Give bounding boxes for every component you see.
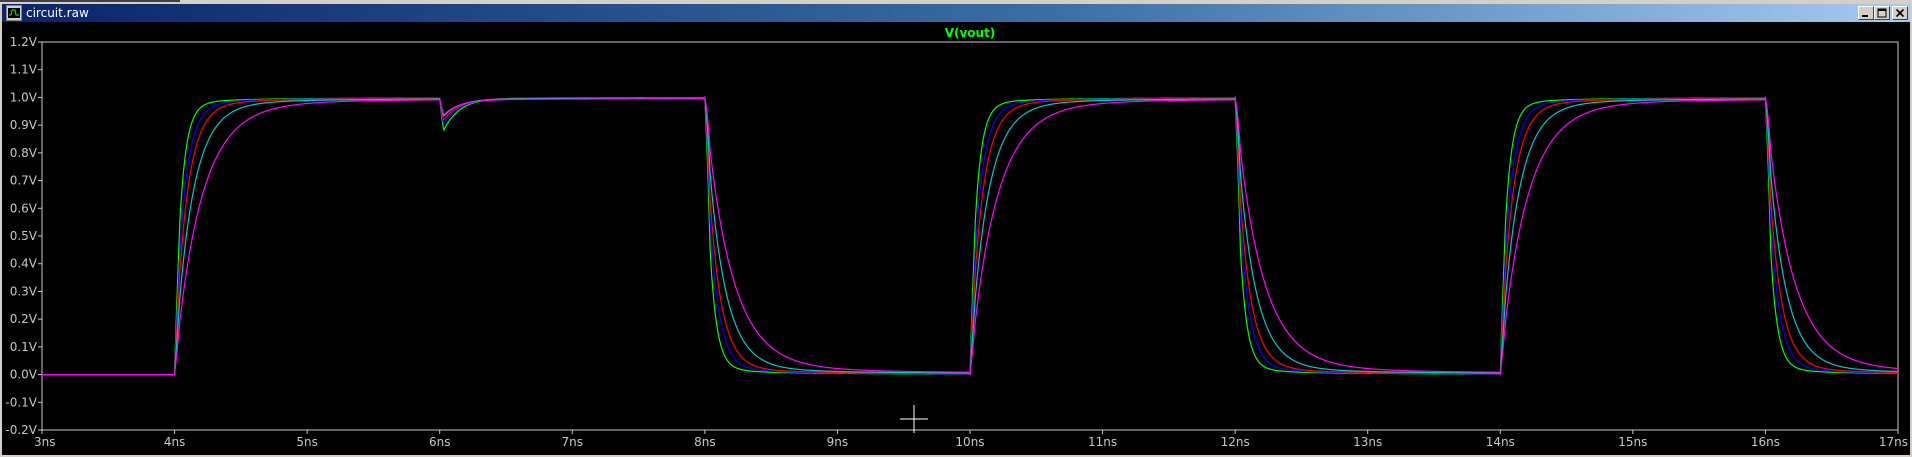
y-tick-label: 0.1V (10, 340, 38, 354)
x-tick-label: 11ns (1088, 435, 1117, 449)
waveform-app-icon[interactable] (6, 5, 22, 21)
y-tick-label: 0.8V (10, 146, 38, 160)
window-title: circuit.raw (26, 6, 89, 20)
y-tick-label: 0.6V (10, 201, 38, 215)
x-tick-label: 16ns (1751, 435, 1780, 449)
x-tick-label: 15ns (1618, 435, 1647, 449)
y-tick-label: -0.2V (5, 423, 37, 437)
x-tick-label: 5ns (296, 435, 318, 449)
y-tick-label: -0.1V (5, 395, 37, 409)
x-tick-label: 14ns (1486, 435, 1515, 449)
x-tick-label: 8ns (694, 435, 716, 449)
x-tick-label: 3ns (34, 435, 56, 449)
x-tick-label: 13ns (1353, 435, 1382, 449)
x-tick-label: 7ns (562, 435, 584, 449)
y-tick-label: 1.1V (10, 63, 38, 77)
x-tick-label: 6ns (429, 435, 451, 449)
x-tick-label: 9ns (827, 435, 849, 449)
minimize-icon (1862, 15, 1868, 17)
maximize-icon (1877, 8, 1887, 18)
y-tick-label: 0.2V (10, 312, 38, 326)
trace-line[interactable] (42, 95, 1899, 376)
x-axis: 3ns 4ns 5ns 6ns 7ns 8ns 9ns 10ns 11ns 12ns 13ns 14n… (34, 430, 1908, 449)
close-button[interactable] (1892, 6, 1908, 20)
plot-area[interactable]: V(vout) 1.2V 1.1V 1.0V 0.9V 0.8V 0.7V 0.6V 0.5V… (2, 22, 1910, 455)
y-tick-label: 1.2V (10, 35, 38, 49)
minimize-button[interactable] (1858, 6, 1874, 20)
trace-title[interactable]: V(vout) (945, 26, 996, 40)
maximize-button[interactable] (1874, 6, 1890, 20)
x-tick-label: 17ns (1879, 435, 1908, 449)
y-axis: 1.2V 1.1V 1.0V 0.9V 0.8V 0.7V 0.6V 0.5V 0.4V 0.3V… (5, 35, 42, 437)
waveform-plot[interactable]: V(vout) 1.2V 1.1V 1.0V 0.9V 0.8V 0.7V 0.6V 0.5V… (2, 22, 1910, 455)
x-tick-label: 10ns (955, 435, 984, 449)
y-tick-label: 0.7V (10, 174, 38, 188)
top-strip (0, 0, 1912, 4)
y-tick-label: 0.4V (10, 257, 38, 271)
x-tick-label: 4ns (164, 435, 186, 449)
y-tick-label: 0.9V (10, 118, 38, 132)
close-icon (1895, 8, 1905, 18)
trace-line[interactable] (42, 95, 1899, 376)
trace-line[interactable] (42, 95, 1898, 377)
y-tick-label: 0.5V (10, 229, 38, 243)
x-tick-label: 12ns (1221, 435, 1250, 449)
window-titlebar[interactable]: circuit.raw (2, 4, 1910, 22)
trace-line[interactable] (42, 95, 1899, 376)
y-tick-label: 0.3V (10, 284, 38, 298)
top-strip-shadow (0, 0, 180, 2)
y-tick-label: 1.0V (10, 90, 38, 104)
trace-line[interactable] (42, 95, 1899, 377)
y-tick-label: 0.0V (10, 368, 38, 382)
traces (42, 95, 1899, 377)
crosshair-cursor (900, 405, 928, 433)
